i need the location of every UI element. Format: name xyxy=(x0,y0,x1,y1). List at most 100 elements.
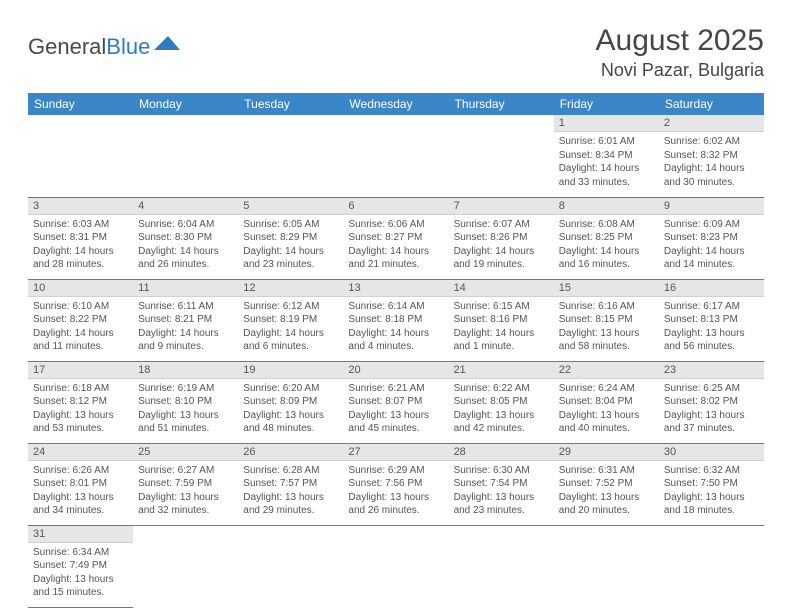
daylight: Daylight: 13 hours and 37 minutes. xyxy=(664,409,759,436)
sunset: Sunset: 8:25 PM xyxy=(559,231,654,245)
daylight: Daylight: 13 hours and 20 minutes. xyxy=(559,491,654,518)
sunset: Sunset: 8:21 PM xyxy=(138,313,233,327)
calendar-cell: 19Sunrise: 6:20 AMSunset: 8:09 PMDayligh… xyxy=(238,361,343,443)
daylight: Daylight: 14 hours and 19 minutes. xyxy=(454,245,549,272)
daylight: Daylight: 14 hours and 16 minutes. xyxy=(559,245,654,272)
day-number: 28 xyxy=(449,444,554,461)
day-data: Sunrise: 6:07 AMSunset: 8:26 PMDaylight:… xyxy=(449,215,554,276)
day-number: 5 xyxy=(238,198,343,215)
sunset: Sunset: 8:34 PM xyxy=(559,149,654,163)
day-number: 24 xyxy=(28,444,133,461)
calendar-cell: 5Sunrise: 6:05 AMSunset: 8:29 PMDaylight… xyxy=(238,197,343,279)
daylight: Daylight: 13 hours and 51 minutes. xyxy=(138,409,233,436)
day-data: Sunrise: 6:19 AMSunset: 8:10 PMDaylight:… xyxy=(133,379,238,440)
daylight: Daylight: 13 hours and 53 minutes. xyxy=(33,409,128,436)
daylight: Daylight: 14 hours and 28 minutes. xyxy=(33,245,128,272)
day-data: Sunrise: 6:12 AMSunset: 8:19 PMDaylight:… xyxy=(238,297,343,358)
day-number: 29 xyxy=(554,444,659,461)
daylight: Daylight: 14 hours and 26 minutes. xyxy=(138,245,233,272)
calendar-cell: 2Sunrise: 6:02 AMSunset: 8:32 PMDaylight… xyxy=(659,115,764,197)
sunset: Sunset: 7:56 PM xyxy=(348,477,443,491)
day-number: 25 xyxy=(133,444,238,461)
sunset: Sunset: 8:01 PM xyxy=(33,477,128,491)
sunrise: Sunrise: 6:32 AM xyxy=(664,464,759,478)
calendar-cell xyxy=(238,525,343,607)
day-data: Sunrise: 6:06 AMSunset: 8:27 PMDaylight:… xyxy=(343,215,448,276)
sunrise: Sunrise: 6:10 AM xyxy=(33,300,128,314)
calendar-cell: 28Sunrise: 6:30 AMSunset: 7:54 PMDayligh… xyxy=(449,443,554,525)
sunrise: Sunrise: 6:02 AM xyxy=(664,135,759,149)
daylight: Daylight: 14 hours and 21 minutes. xyxy=(348,245,443,272)
day-number: 23 xyxy=(659,362,764,379)
sunset: Sunset: 8:12 PM xyxy=(33,395,128,409)
sunrise: Sunrise: 6:26 AM xyxy=(33,464,128,478)
day-number: 9 xyxy=(659,198,764,215)
calendar-cell: 20Sunrise: 6:21 AMSunset: 8:07 PMDayligh… xyxy=(343,361,448,443)
sunrise: Sunrise: 6:28 AM xyxy=(243,464,338,478)
day-data: Sunrise: 6:18 AMSunset: 8:12 PMDaylight:… xyxy=(28,379,133,440)
daylight: Daylight: 13 hours and 29 minutes. xyxy=(243,491,338,518)
sunrise: Sunrise: 6:18 AM xyxy=(33,382,128,396)
sunrise: Sunrise: 6:14 AM xyxy=(348,300,443,314)
calendar-cell: 17Sunrise: 6:18 AMSunset: 8:12 PMDayligh… xyxy=(28,361,133,443)
day-data: Sunrise: 6:30 AMSunset: 7:54 PMDaylight:… xyxy=(449,461,554,522)
day-data: Sunrise: 6:15 AMSunset: 8:16 PMDaylight:… xyxy=(449,297,554,358)
day-data: Sunrise: 6:04 AMSunset: 8:30 PMDaylight:… xyxy=(133,215,238,276)
day-data: Sunrise: 6:08 AMSunset: 8:25 PMDaylight:… xyxy=(554,215,659,276)
calendar-cell: 22Sunrise: 6:24 AMSunset: 8:04 PMDayligh… xyxy=(554,361,659,443)
weekday-header-row: SundayMondayTuesdayWednesdayThursdayFrid… xyxy=(28,93,764,115)
sunset: Sunset: 8:26 PM xyxy=(454,231,549,245)
daylight: Daylight: 13 hours and 40 minutes. xyxy=(559,409,654,436)
day-data: Sunrise: 6:22 AMSunset: 8:05 PMDaylight:… xyxy=(449,379,554,440)
weekday-header: Wednesday xyxy=(343,93,448,115)
day-data: Sunrise: 6:14 AMSunset: 8:18 PMDaylight:… xyxy=(343,297,448,358)
sunrise: Sunrise: 6:05 AM xyxy=(243,218,338,232)
day-data: Sunrise: 6:09 AMSunset: 8:23 PMDaylight:… xyxy=(659,215,764,276)
sunrise: Sunrise: 6:24 AM xyxy=(559,382,654,396)
calendar-cell: 7Sunrise: 6:07 AMSunset: 8:26 PMDaylight… xyxy=(449,197,554,279)
sunset: Sunset: 7:52 PM xyxy=(559,477,654,491)
calendar-row: 24Sunrise: 6:26 AMSunset: 8:01 PMDayligh… xyxy=(28,443,764,525)
day-number: 2 xyxy=(659,115,764,132)
calendar-cell: 15Sunrise: 6:16 AMSunset: 8:15 PMDayligh… xyxy=(554,279,659,361)
weekday-header: Monday xyxy=(133,93,238,115)
calendar-cell: 25Sunrise: 6:27 AMSunset: 7:59 PMDayligh… xyxy=(133,443,238,525)
day-number: 22 xyxy=(554,362,659,379)
sunset: Sunset: 8:16 PM xyxy=(454,313,549,327)
calendar-cell: 10Sunrise: 6:10 AMSunset: 8:22 PMDayligh… xyxy=(28,279,133,361)
calendar-cell: 14Sunrise: 6:15 AMSunset: 8:16 PMDayligh… xyxy=(449,279,554,361)
daylight: Daylight: 13 hours and 18 minutes. xyxy=(664,491,759,518)
daylight: Daylight: 14 hours and 4 minutes. xyxy=(348,327,443,354)
sunrise: Sunrise: 6:09 AM xyxy=(664,218,759,232)
sunset: Sunset: 8:05 PM xyxy=(454,395,549,409)
day-number: 12 xyxy=(238,280,343,297)
sunset: Sunset: 8:19 PM xyxy=(243,313,338,327)
sunset: Sunset: 8:09 PM xyxy=(243,395,338,409)
sunset: Sunset: 8:15 PM xyxy=(559,313,654,327)
sunset: Sunset: 8:13 PM xyxy=(664,313,759,327)
day-number: 21 xyxy=(449,362,554,379)
day-number: 27 xyxy=(343,444,448,461)
calendar-row: 17Sunrise: 6:18 AMSunset: 8:12 PMDayligh… xyxy=(28,361,764,443)
calendar-cell xyxy=(133,115,238,197)
calendar-cell: 18Sunrise: 6:19 AMSunset: 8:10 PMDayligh… xyxy=(133,361,238,443)
day-number: 14 xyxy=(449,280,554,297)
sunset: Sunset: 7:57 PM xyxy=(243,477,338,491)
day-number: 26 xyxy=(238,444,343,461)
day-data: Sunrise: 6:02 AMSunset: 8:32 PMDaylight:… xyxy=(659,132,764,193)
day-data: Sunrise: 6:21 AMSunset: 8:07 PMDaylight:… xyxy=(343,379,448,440)
calendar-cell xyxy=(28,115,133,197)
calendar-table: SundayMondayTuesdayWednesdayThursdayFrid… xyxy=(28,93,764,608)
calendar-cell: 30Sunrise: 6:32 AMSunset: 7:50 PMDayligh… xyxy=(659,443,764,525)
day-number: 20 xyxy=(343,362,448,379)
daylight: Daylight: 14 hours and 11 minutes. xyxy=(33,327,128,354)
sunset: Sunset: 8:07 PM xyxy=(348,395,443,409)
day-data: Sunrise: 6:29 AMSunset: 7:56 PMDaylight:… xyxy=(343,461,448,522)
calendar-cell: 1Sunrise: 6:01 AMSunset: 8:34 PMDaylight… xyxy=(554,115,659,197)
sunrise: Sunrise: 6:19 AM xyxy=(138,382,233,396)
sunrise: Sunrise: 6:06 AM xyxy=(348,218,443,232)
daylight: Daylight: 14 hours and 6 minutes. xyxy=(243,327,338,354)
sunset: Sunset: 8:27 PM xyxy=(348,231,443,245)
sunset: Sunset: 8:22 PM xyxy=(33,313,128,327)
day-data: Sunrise: 6:26 AMSunset: 8:01 PMDaylight:… xyxy=(28,461,133,522)
